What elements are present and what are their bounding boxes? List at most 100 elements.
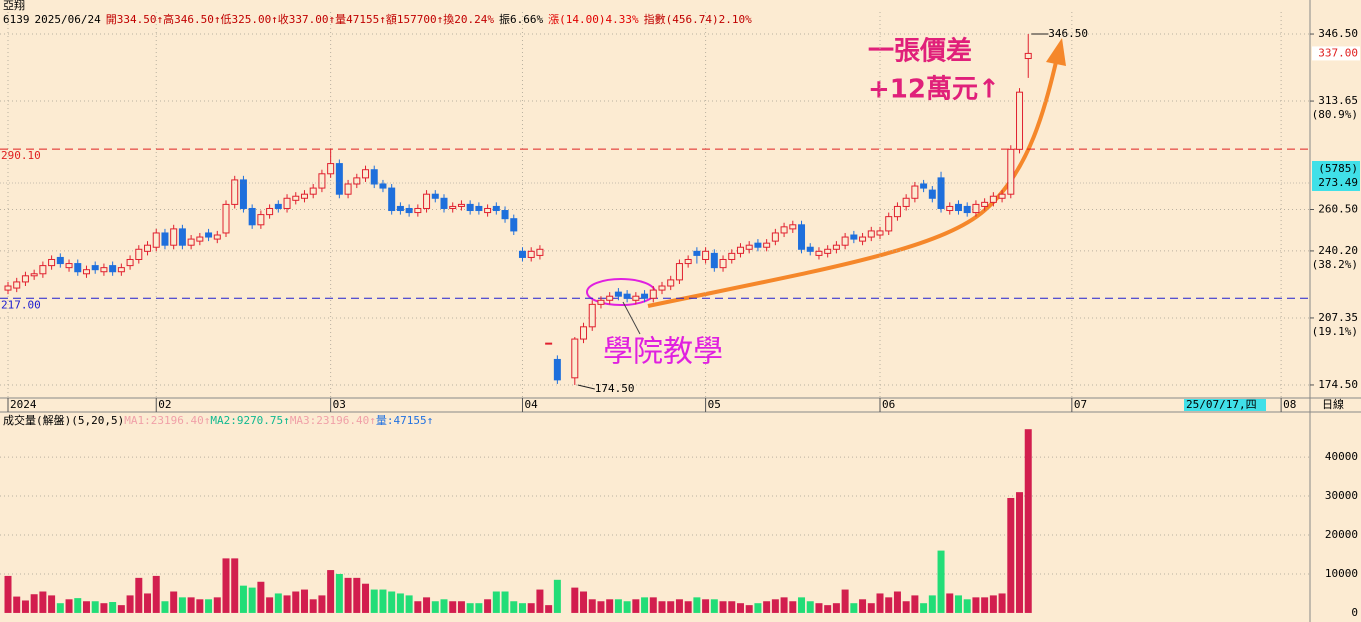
candle-body — [728, 252, 736, 260]
candle-body — [501, 210, 509, 220]
volume-bar — [510, 601, 518, 613]
header-item: 振6.66% — [499, 12, 543, 26]
x-tick-label: 08 — [1283, 398, 1296, 411]
volume-bar — [658, 601, 666, 613]
y-tick-label: 260.50 — [1318, 202, 1358, 215]
candle-body — [719, 258, 727, 269]
x-tick-label: 04 — [524, 398, 538, 411]
candle-body — [710, 252, 718, 269]
volume-bar — [675, 599, 683, 613]
volume-bar — [126, 595, 134, 613]
volume-bar — [754, 603, 762, 613]
candle-body — [327, 163, 335, 175]
x-tick-label: 02 — [158, 398, 171, 411]
candle-body — [736, 246, 744, 254]
cursor-volume: (5785) — [1318, 162, 1358, 175]
volume-bar — [100, 603, 108, 613]
candle-body — [187, 238, 195, 246]
candle-body — [588, 303, 596, 328]
volume-bar — [614, 599, 622, 613]
volume-bar — [824, 605, 832, 613]
candle-body — [440, 197, 448, 209]
volume-bar — [362, 583, 370, 613]
candle-body — [379, 183, 387, 189]
volume-bar — [981, 597, 989, 613]
candle-body — [798, 224, 806, 250]
candle-body — [893, 205, 901, 218]
candle-body — [30, 273, 38, 277]
candle-body — [283, 197, 291, 209]
volume-bar — [144, 593, 152, 613]
candle-body — [649, 289, 657, 299]
y2-tick-label: 0 — [1351, 606, 1358, 619]
candle-body — [920, 183, 928, 189]
date-box — [1184, 399, 1266, 411]
x-tick-label: 07 — [1074, 398, 1087, 411]
volume-bar — [239, 585, 247, 613]
candle-body — [39, 265, 47, 275]
candle-body — [449, 205, 457, 209]
fib-label: (80.9%) — [1312, 108, 1358, 121]
volume-bar — [388, 591, 396, 613]
volume-bar — [300, 589, 308, 613]
y2-tick-label: 40000 — [1325, 450, 1358, 463]
volume-bar — [405, 595, 413, 613]
annotation: 學院教學 — [603, 335, 723, 370]
volume-bar — [449, 601, 457, 613]
volume-bar — [850, 603, 858, 613]
volume-bar — [283, 595, 291, 613]
candle-body — [780, 226, 788, 234]
reference-label: 290.10 — [1, 149, 41, 162]
candle-body — [318, 173, 326, 189]
candle-body — [832, 244, 840, 250]
header-item: MA3:23196.40↑ — [290, 414, 376, 427]
candle-body — [248, 207, 256, 226]
candle-body — [65, 263, 73, 269]
volume-bar — [597, 601, 605, 613]
volume-bar — [798, 597, 806, 613]
volume-bar — [178, 597, 186, 613]
candle-body — [292, 195, 300, 201]
cursor-box — [1312, 160, 1360, 191]
candle-body — [902, 197, 910, 207]
volume-bar — [806, 601, 814, 613]
candle-body — [457, 203, 465, 207]
candle-body — [414, 207, 422, 214]
candle-body — [370, 169, 378, 185]
volume-bar — [606, 599, 614, 613]
x-tick-label: 03 — [333, 398, 346, 411]
volume-bar — [466, 603, 474, 613]
candle-body — [911, 185, 919, 199]
y2-tick-label: 20000 — [1325, 528, 1358, 541]
volume-bar — [989, 595, 997, 613]
candle-body — [274, 203, 282, 209]
candle-body — [702, 250, 710, 260]
date-label: 25/07/17,四 — [1186, 398, 1257, 411]
candle-body — [553, 358, 561, 381]
candle-body — [56, 256, 64, 265]
header-item: 成交量(解盤)(5,20,5) — [3, 413, 124, 427]
volume-bar — [161, 601, 169, 613]
candle-body — [658, 285, 666, 291]
volume-bar — [1016, 492, 1024, 613]
candle-body — [998, 193, 1006, 199]
volume-bar — [771, 599, 779, 613]
candle-body — [309, 187, 317, 195]
header-item: 漲(14.00)4.33% — [548, 13, 639, 26]
cursor-label: 273.49 — [1318, 176, 1358, 189]
volume-bar — [222, 558, 230, 613]
volume-bar — [196, 599, 204, 613]
stock-name: 亞翔 — [3, 0, 25, 12]
volume-bar — [501, 591, 509, 613]
volume-bar — [946, 593, 954, 613]
volume-bar — [231, 558, 239, 613]
high-label: 346.50 — [1048, 27, 1088, 40]
volume-bar — [963, 599, 971, 613]
candle-body — [48, 258, 56, 267]
annotation: +12萬元↑ — [868, 75, 1000, 105]
candle-body — [196, 236, 204, 242]
candle-body — [876, 230, 884, 236]
candle-body — [1007, 148, 1015, 195]
candle-body — [518, 250, 526, 258]
